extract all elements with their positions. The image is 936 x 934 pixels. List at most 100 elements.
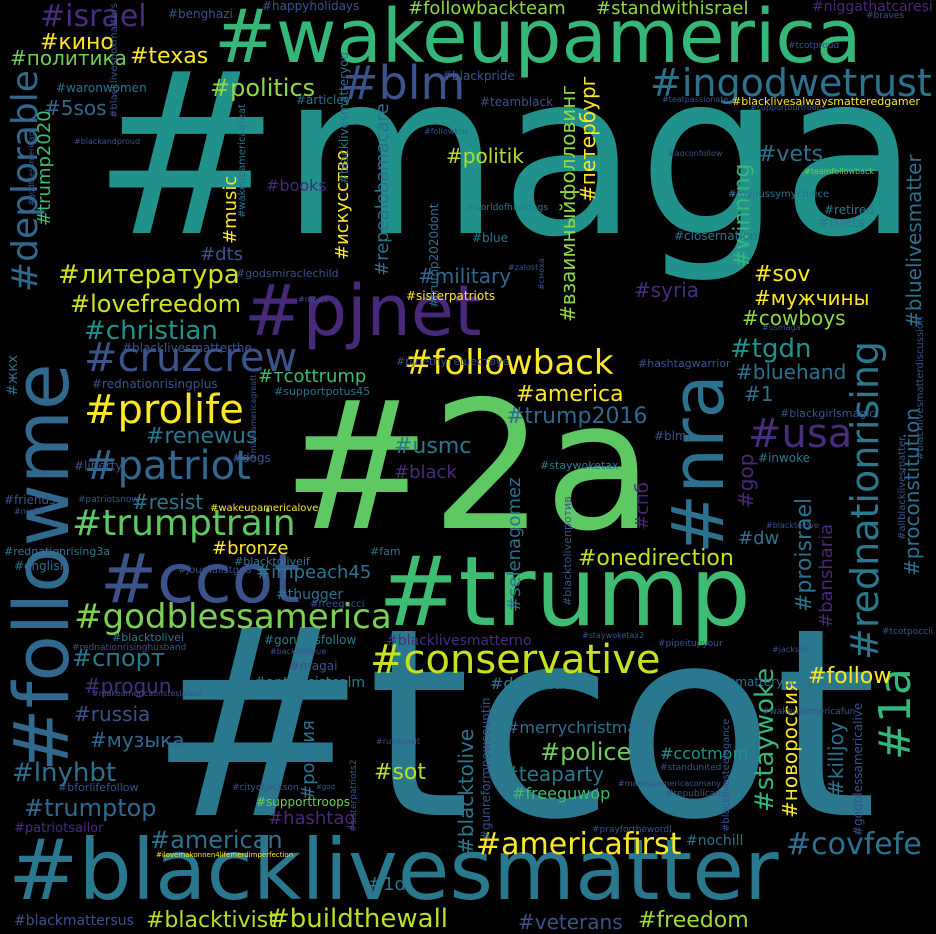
word-cityofjackson: #cityofjackson — [232, 783, 299, 793]
word-pjnet: #pjnet — [244, 270, 482, 352]
word-bluehand: #bluehand — [736, 360, 847, 384]
word-thugger: #thugger — [276, 587, 344, 603]
word-usmaga: #usmaga — [762, 323, 801, 332]
word-blacklivesmatterno: #blacklivesmatterno — [386, 633, 532, 649]
word-nraffe: #makeamericagreatt — [249, 374, 258, 460]
word-blacktolive: #blacktolive — [454, 728, 478, 854]
word-followkru: #followkru — [424, 127, 468, 136]
word-usmc: #usmc — [394, 434, 472, 459]
word-buildthewall: #buildthewall — [268, 904, 449, 934]
word-trump2020dont: #trump2020dont — [427, 203, 441, 308]
word-5sos: #5sos — [44, 96, 107, 120]
word-patriotsailor: #patriotsailor — [14, 821, 104, 836]
word-pjnetwe: #blacktolove — [766, 521, 819, 530]
word-russia: #russia — [74, 702, 151, 726]
word-resist: #resist — [132, 490, 204, 514]
word-journalistgod: #journalistgod — [178, 565, 252, 576]
word-black: #black — [394, 462, 457, 483]
word-trumptrain: #trumptrain — [72, 503, 296, 544]
word-gonolesfollow: #gonolesfollow — [264, 633, 357, 647]
word-freedom: #freedom — [638, 908, 749, 933]
word-muzyka: #музыка — [90, 728, 185, 752]
word-followback: #followback — [404, 343, 614, 383]
word-godblessamerica: #godblessamerica — [74, 597, 392, 637]
word-sot: #sot — [374, 760, 426, 785]
word-blacklivesmatteryoung: #blacklivesmatteryoung — [666, 675, 814, 689]
word-standwithisrael: #standwithisrael — [596, 0, 749, 19]
word-lovefreedom: #lovefreedom — [70, 290, 242, 318]
word-gop: #gop — [734, 453, 758, 508]
word-gunreformnowcountin: #gunreformnowcountin — [479, 697, 493, 840]
word-rednationrisingplus: #rednationrisingplus — [92, 377, 218, 391]
word-nochill: #nochill — [686, 833, 744, 849]
word-blacklivesboxmatters: #blacklivesboxmatters — [109, 2, 120, 118]
word-freegucci: #freegucci — [310, 599, 365, 610]
word-makeamericaonsteslatest: #makeamericaonsteslatest — [92, 689, 202, 698]
word-tcotpoccii: #mода — [298, 295, 328, 304]
word-bforlifefollow: #bforlifefollow — [58, 781, 139, 794]
word-blacktoliveif: #blacktoliveif — [234, 555, 310, 568]
word-happyholidays: #happyholidays — [262, 0, 360, 13]
word-friends: #friends — [4, 493, 56, 507]
word-antiracistcalm: #antiracistcalm — [254, 675, 366, 691]
word-veterans: #veterans — [518, 910, 623, 934]
word-hashtagwarrior: #hashtagwarrior — [638, 357, 731, 370]
word-covfefe: #covfefe — [786, 827, 922, 862]
word-rednationrising3a: #rednationrising3a — [4, 545, 111, 558]
word-spb: #спб — [632, 482, 653, 530]
word-trump: #trump — [378, 536, 751, 648]
word-politik: #politik — [446, 144, 524, 168]
word-supporttroops: #supporttroops — [256, 795, 351, 809]
word-bansharia: #bansharia — [816, 523, 837, 628]
word-vzaimnyy: #взаимныйфолловинг — [556, 85, 580, 322]
word-politika: #политика — [10, 46, 127, 70]
word-american: #american — [150, 826, 283, 854]
word-edsh: #aoconfollow — [668, 149, 723, 158]
word-moda: #rufollowit — [376, 737, 421, 746]
word-rufollowit: #sisterpatriots2 — [349, 759, 359, 832]
word-1d: #1d — [368, 874, 406, 895]
word-wakeupamericagreat: #wakeupamericagreat — [237, 104, 248, 218]
word-sov: #sov — [754, 262, 811, 287]
word-cowboys: #cowboys — [742, 306, 846, 330]
word-blm: #blm — [340, 56, 466, 110]
word-israel: #israel — [40, 0, 147, 34]
word-tgdn: #tgdn — [730, 334, 812, 364]
word-allblacklivesmatter: #allblacklivesmatter — [897, 436, 908, 540]
word-blacktoliveprotiv: #blacktoliveпротив — [561, 496, 574, 606]
word-worldofhashtags: #worldofhashtags — [466, 203, 549, 213]
word-republican: #republican — [666, 789, 721, 799]
word-godblessamericalive: #godblessamericalive — [851, 702, 865, 836]
word-trump2020: #trump2020 — [34, 110, 55, 226]
word-sport: #спорт — [72, 644, 165, 672]
word-politics: #politics — [210, 74, 316, 102]
word-ilovemakonnen: #ilovemakonnen4lifemerdimperfection — [156, 851, 294, 859]
word-zhkh: #жкх — [5, 354, 21, 396]
word-sisterpatriots: #sisterpatriots — [406, 289, 496, 303]
word-wakeupamericalove: #wakeupamericalove — [210, 503, 319, 514]
word-blackandproud: #blackandproud — [74, 137, 141, 146]
word-mets: #mets — [818, 215, 865, 231]
word-muzhchiny: #мужчины — [754, 286, 870, 310]
word-trump2016: #trump2016 — [506, 404, 648, 429]
word-pipeitupyour: #pipeitupyour — [658, 639, 723, 649]
word-ccot: #ccot — [100, 540, 301, 619]
word-americafirst: #americafirst — [476, 827, 682, 862]
word-english: #english — [14, 559, 68, 573]
word-lnyhbt: #lnyhbt — [12, 758, 117, 788]
word-usa: #usa — [748, 411, 853, 457]
word-blackgirlsmagic: #blackgirlsmagic — [780, 407, 876, 420]
word-backtheblue: #standunited — [660, 763, 722, 773]
word-books: #books — [266, 176, 327, 195]
word-ingodwetrust: #ingodwetrust — [650, 61, 932, 105]
word-fam: #fam — [370, 545, 401, 558]
word-braves: #braves — [866, 11, 905, 21]
word-1: #1 — [744, 382, 774, 406]
word-america: #america — [516, 382, 624, 407]
word-literatura: #литература — [58, 260, 240, 290]
word-retired: #retired — [824, 203, 874, 217]
word-patriot: #patriot — [84, 443, 251, 489]
word-tcot: #tcot — [148, 572, 878, 877]
word-bluelivesmatter: #bluelivesmatter — [902, 154, 926, 328]
